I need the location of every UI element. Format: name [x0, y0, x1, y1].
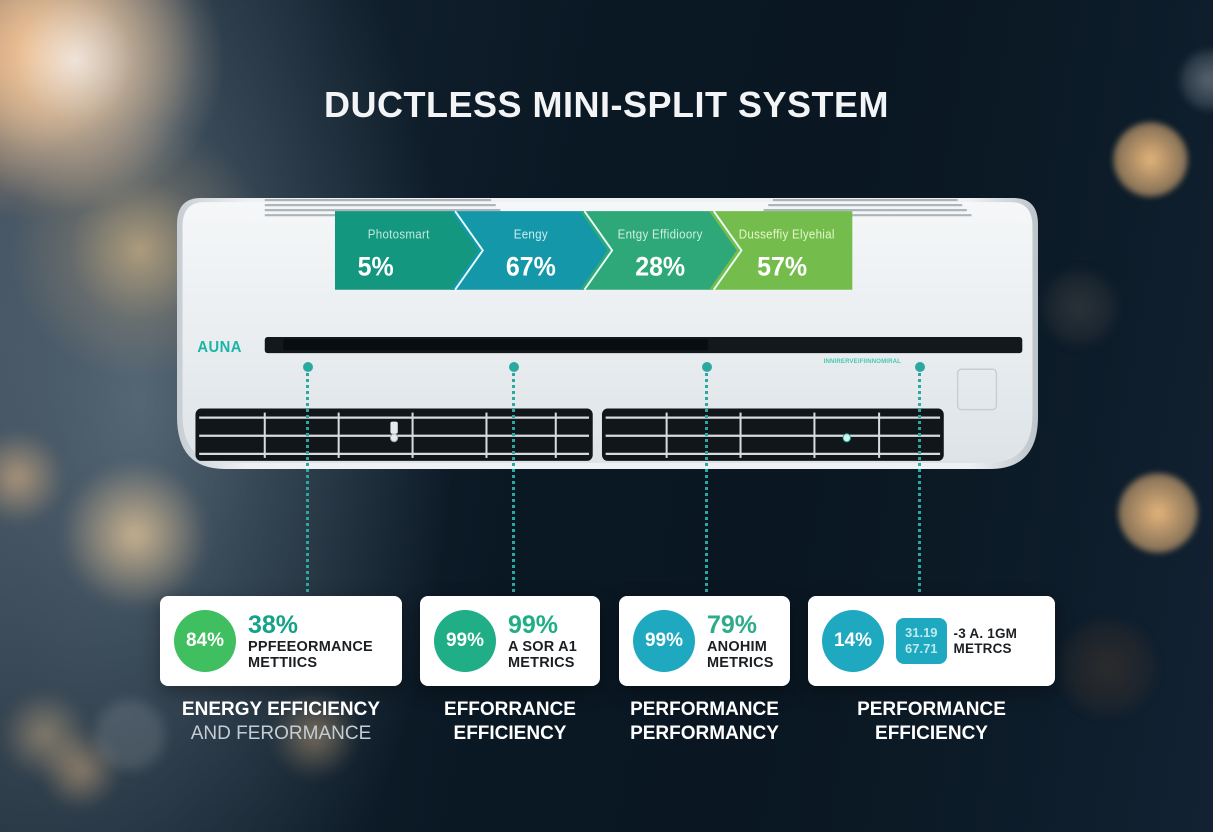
svg-text:67%: 67%	[506, 251, 556, 282]
svg-text:57%: 57%	[757, 251, 807, 282]
svg-text:Photosmart: Photosmart	[368, 227, 430, 242]
svg-text:5%: 5%	[358, 251, 394, 282]
svg-text:Eengy: Eengy	[514, 227, 549, 242]
svg-text:28%: 28%	[635, 251, 685, 282]
svg-text:INNIRERVEIFIINNOMIRAL: INNIRERVEIFIINNOMIRAL	[824, 358, 901, 365]
svg-text:AUNA: AUNA	[197, 339, 242, 357]
svg-text:Dusseffiy Elyehial: Dusseffiy Elyehial	[739, 227, 835, 242]
svg-text:Entgy Effidioory: Entgy Effidioory	[618, 227, 704, 242]
